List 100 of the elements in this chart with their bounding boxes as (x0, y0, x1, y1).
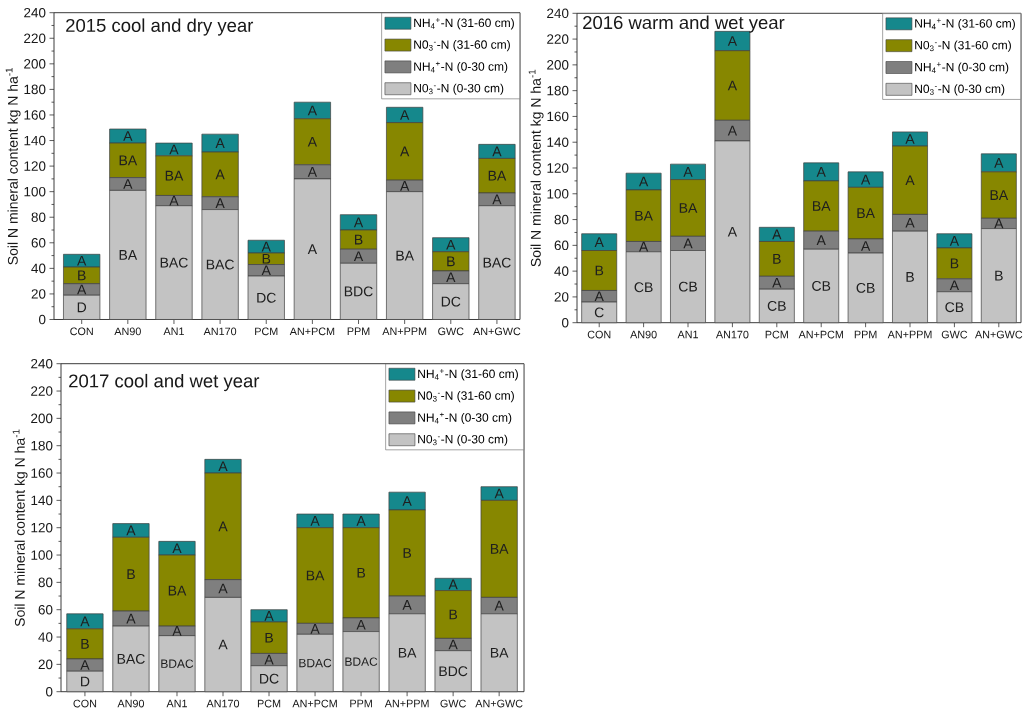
y-tick-label: 60 (38, 604, 53, 615)
data-label: BA (488, 170, 507, 181)
data-label: A (356, 516, 366, 526)
y-tick-label: 0 (46, 686, 53, 697)
y-tick-label: 200 (24, 59, 46, 69)
data-label: B (262, 253, 271, 264)
y-tick-label: 240 (547, 8, 569, 19)
data-label: A (77, 255, 87, 266)
data-label: A (402, 600, 412, 610)
data-label: A (492, 146, 502, 157)
y-tick-label: 40 (31, 263, 46, 274)
x-tick-label: AN1 (677, 330, 698, 339)
data-label: BA (396, 250, 414, 261)
data-label: A (80, 660, 90, 670)
data-label: A (123, 179, 133, 189)
x-tick-label: PCM (765, 330, 788, 339)
data-label: B (81, 639, 89, 649)
data-label: A (638, 176, 649, 187)
y-tick-label: 220 (547, 34, 569, 44)
data-label: A (77, 284, 87, 295)
data-label: DC (260, 673, 279, 684)
y-axis-title: Soil N mineral content kg N ha$^{-1}$ (12, 429, 28, 627)
data-label: A (446, 239, 456, 250)
y-tick-label: 120 (31, 522, 53, 533)
x-tick-label: AN+GWC (475, 699, 523, 708)
data-label: D (77, 302, 87, 313)
data-label: CB (856, 282, 875, 293)
x-tick-label: AN90 (114, 327, 141, 336)
data-label: A (400, 146, 410, 157)
text: 2017 cool and wet year (69, 373, 260, 392)
data-label: A (772, 277, 782, 288)
y-tick-label: 80 (38, 577, 53, 588)
x-tick-label: AN+PCM (798, 330, 843, 339)
y-tick-label: 140 (24, 135, 46, 146)
data-label: B (357, 567, 366, 578)
data-label: BDAC (161, 659, 194, 668)
y-tick-label: 20 (31, 289, 46, 299)
y-tick-label: 180 (24, 84, 46, 95)
data-label: B (449, 609, 458, 620)
data-label: A (353, 217, 364, 228)
data-label: BDC (439, 666, 468, 677)
data-label: A (264, 611, 274, 621)
x-tick-label: AN+PPM (382, 327, 427, 335)
data-label: A (218, 521, 228, 532)
data-label: B (950, 258, 959, 269)
data-label: A (169, 195, 179, 206)
data-label: CB (634, 282, 653, 293)
data-label: A (448, 639, 458, 650)
data-label: B (265, 632, 273, 643)
x-tick-label: AN1 (166, 699, 187, 708)
x-tick-label: PPM (854, 330, 877, 339)
data-label: BDAC (345, 657, 378, 666)
data-label: B (773, 254, 781, 264)
data-label: A (172, 626, 182, 636)
data-label: A (307, 244, 318, 254)
x-tick-label: PPM (350, 699, 372, 708)
y-tick-label: 220 (24, 33, 46, 44)
data-label: A (261, 265, 271, 276)
data-label: A (215, 198, 225, 208)
chart-title: 2015 cool and dry year (66, 18, 254, 36)
legend-label: N0$_{3}$$^{-}$-N (31-60 cm) (414, 39, 510, 52)
y-tick-label: 80 (554, 214, 569, 225)
x-tick-label: CON (587, 330, 611, 339)
data-label: A (307, 105, 318, 116)
y-tick-label: 60 (31, 238, 46, 248)
x-tick-label: GWC (438, 327, 464, 336)
data-label: A (494, 488, 504, 499)
y-tick-label: 40 (38, 632, 53, 642)
data-label: A (126, 613, 136, 624)
data-label: A (994, 158, 1004, 168)
data-label: CB (945, 302, 964, 313)
data-label: A (816, 235, 826, 245)
data-label: A (400, 181, 410, 191)
legend-label: N0$_{3}$$^{-}$-N (31-60 cm) (418, 390, 514, 403)
legend-label: N0$_{3}$$^{-}$-N (0-30 cm) (418, 434, 508, 446)
data-label: A (80, 616, 90, 627)
data-label: A (307, 167, 318, 177)
x-tick-label: AN+PPM (384, 699, 429, 708)
data-label: A (218, 583, 228, 594)
x-tick-label: AN170 (203, 327, 237, 336)
data-label: B (906, 272, 914, 282)
data-label: BA (813, 201, 831, 211)
data-label: A (215, 169, 225, 180)
x-tick-label: CON (73, 699, 97, 708)
data-label: A (905, 134, 915, 144)
legend-label: NH$_{4}$$^{+}$-N (31-60 cm) (414, 18, 514, 30)
data-label: A (261, 241, 271, 252)
data-label: A (772, 229, 782, 240)
y-tick-label: 160 (31, 468, 53, 478)
x-tick-label: AN+PCM (289, 327, 335, 336)
y-tick-label: 120 (24, 161, 46, 171)
data-label: A (683, 238, 693, 249)
x-tick-label: AN90 (630, 330, 657, 339)
y-tick-label: 0 (562, 317, 569, 328)
x-tick-label: AN+PCM (292, 699, 337, 708)
data-label: A (594, 237, 604, 247)
y-tick-label: 160 (24, 110, 46, 120)
data-label: A (860, 174, 871, 185)
data-label: BAC (483, 257, 511, 268)
data-label: BA (679, 203, 698, 213)
